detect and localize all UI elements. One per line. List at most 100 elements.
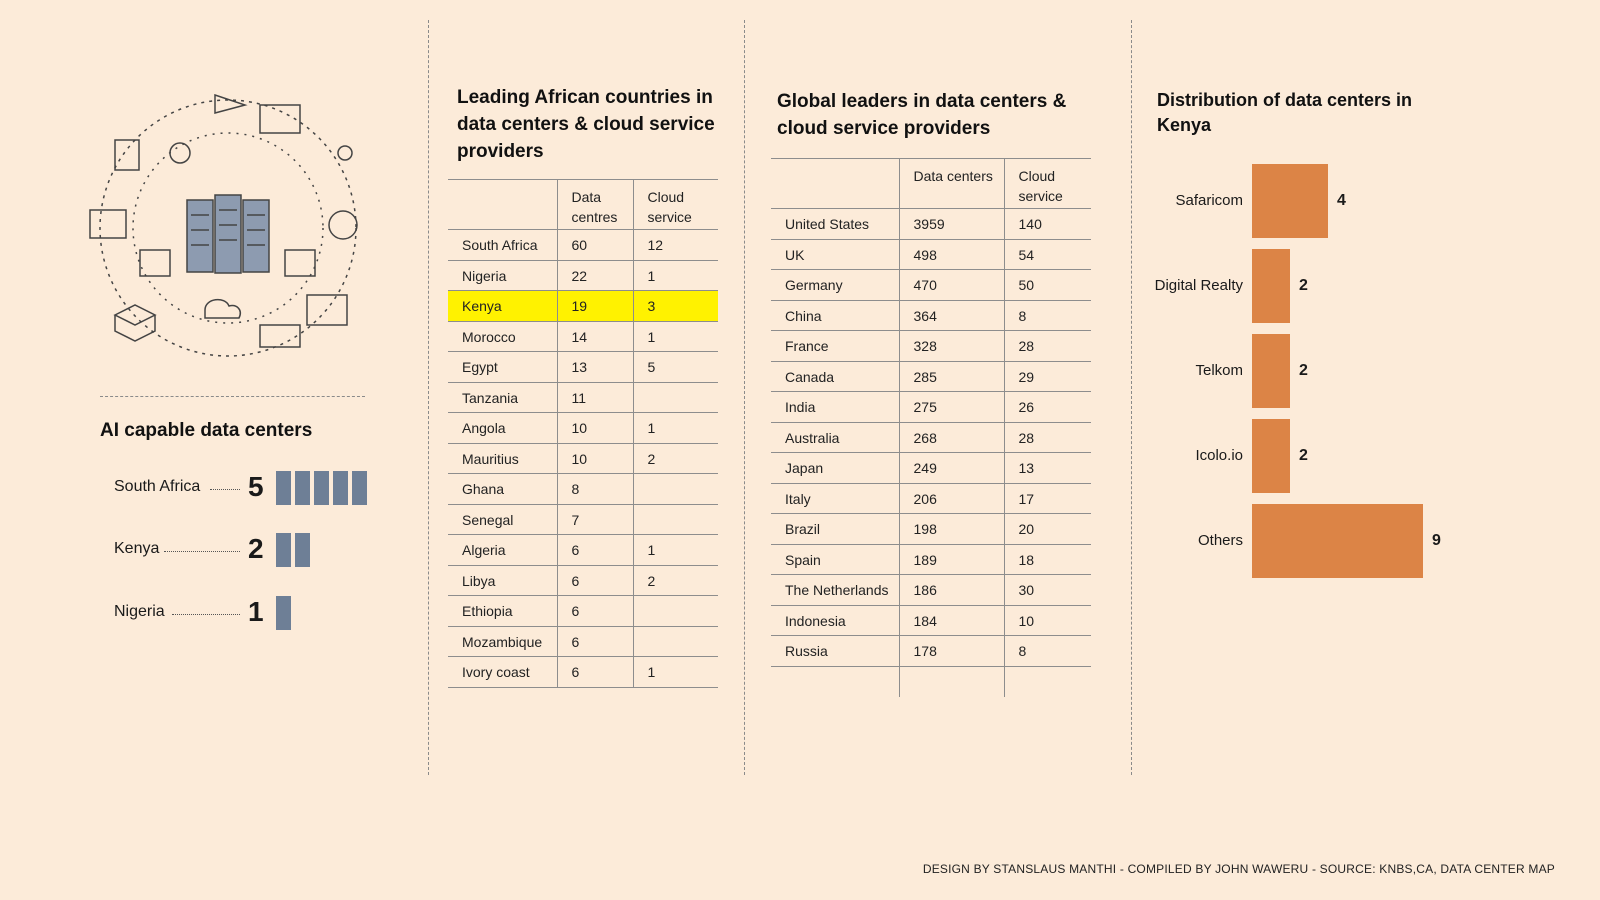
country-cell: Ivory coast (448, 656, 557, 688)
data-centers-cell: 11 (556, 382, 633, 413)
data-centers-cell: 14 (556, 321, 633, 352)
ai-unit-bar (295, 533, 310, 567)
country-cell: Nigeria (448, 260, 557, 291)
country-cell: China (771, 300, 899, 331)
bar (1252, 164, 1328, 238)
bar (1252, 419, 1290, 493)
ai-section-title: AI capable data centers (100, 420, 313, 441)
country-cell: Brazil (771, 513, 899, 545)
ai-count: 2 (248, 533, 264, 564)
country-cell: France (771, 330, 899, 362)
table-row: Kenya 19 3 (448, 290, 718, 322)
global-leaders-table: Data centers Cloud service United States 39… (771, 158, 1091, 697)
table-row: Japan 249 13 (771, 452, 1091, 484)
country-cell: Russia (771, 635, 899, 667)
cloud-service-cell: 26 (1003, 391, 1091, 423)
table-row: Mauritius 10 2 (448, 443, 718, 474)
bar-value-label: 2 (1299, 277, 1308, 294)
bar-value-label: 4 (1337, 192, 1346, 209)
ai-count: 5 (248, 471, 264, 502)
table-row: China 364 8 (771, 300, 1091, 331)
leader-line (164, 551, 240, 552)
cloud-service-cell: 3 (632, 290, 718, 322)
divider (100, 396, 365, 397)
country-cell: Japan (771, 452, 899, 484)
data-centers-cell: 198 (898, 513, 1004, 545)
cloud-service-cell (632, 504, 718, 535)
data-centers-cell: 10 (556, 443, 633, 474)
table-row: Ivory coast 6 1 (448, 656, 718, 688)
data-centers-cell: 6 (556, 595, 633, 627)
column-header (448, 179, 557, 230)
ai-unit-bar (276, 533, 291, 567)
cloud-service-cell: 54 (1003, 239, 1091, 270)
leader-line (210, 489, 240, 490)
african-table-title: Leading African countries in data center… (457, 87, 715, 162)
divider (744, 20, 745, 775)
data-centers-cell: 7 (556, 504, 633, 535)
cloud-service-cell (632, 473, 718, 505)
data-centers-cell: 22 (556, 260, 633, 291)
cloud-service-cell: 10 (1003, 605, 1091, 636)
country-cell: South Africa (448, 229, 557, 261)
data-centers-cell: 186 (898, 574, 1004, 606)
cloud-service-cell: 20 (1003, 513, 1091, 545)
table-row: Spain 189 18 (771, 544, 1091, 575)
global-table-title: Global leaders in data centers & cloud s… (777, 91, 1067, 139)
column-header: Cloud service (1003, 158, 1091, 209)
cloud-service-cell: 13 (1003, 452, 1091, 484)
cloud-service-cell: 17 (1003, 483, 1091, 514)
data-centers-cell: 13 (556, 351, 633, 383)
data-centers-cell: 249 (898, 452, 1004, 484)
cloud-service-cell: 18 (1003, 544, 1091, 575)
data-centers-cell: 8 (556, 473, 633, 505)
cloud-service-cell: 140 (1003, 208, 1091, 240)
cloud-service-cell: 8 (1003, 300, 1091, 331)
country-cell: Angola (448, 412, 557, 444)
cloud-service-cell (632, 382, 718, 413)
cloud-service-cell: 30 (1003, 574, 1091, 606)
ai-unit-bar (352, 471, 367, 505)
data-center-illustration-icon (89, 93, 358, 357)
country-cell: Mozambique (448, 626, 557, 657)
table-row: Brazil 198 20 (771, 513, 1091, 545)
cloud-service-cell: 5 (632, 351, 718, 383)
data-centers-cell: 184 (898, 605, 1004, 636)
country-cell: Mauritius (448, 443, 557, 474)
cloud-service-cell: 28 (1003, 422, 1091, 453)
bar-value-label: 2 (1299, 447, 1308, 464)
bar-category-label: Telkom (1195, 362, 1243, 379)
country-cell: Ghana (448, 473, 557, 505)
column-header: Data centers (898, 158, 1004, 209)
data-centers-cell: 285 (898, 361, 1004, 392)
country-cell: United States (771, 208, 899, 240)
table-row: Canada 285 29 (771, 361, 1091, 392)
column-header: Data centres (556, 179, 633, 230)
cloud-service-cell (632, 595, 718, 627)
cloud-service-cell: 1 (632, 321, 718, 352)
cloud-service-cell: 2 (632, 443, 718, 474)
cloud-service-cell: 1 (632, 412, 718, 444)
table-row: Libya 6 2 (448, 565, 718, 596)
table-row: Ethiopia 6 (448, 595, 718, 627)
ai-unit-bar (314, 471, 329, 505)
bar (1252, 249, 1290, 323)
divider (1131, 20, 1132, 775)
table-row: France 328 28 (771, 330, 1091, 362)
data-centers-cell: 3959 (898, 208, 1004, 240)
country-cell: Egypt (448, 351, 557, 383)
empty-row (771, 666, 1091, 697)
kenya-chart-title: Distribution of data centers in Kenya (1157, 90, 1413, 135)
cloud-service-cell: 29 (1003, 361, 1091, 392)
bar-value-label: 2 (1299, 362, 1308, 379)
table-row: Russia 178 8 (771, 635, 1091, 667)
footer-credits: DESIGN BY STANSLAUS MANTHI - COMPILED BY… (922, 862, 1555, 876)
table-row: Ghana 8 (448, 473, 718, 505)
country-cell: Tanzania (448, 382, 557, 413)
country-cell: India (771, 391, 899, 423)
country-cell: Kenya (448, 290, 557, 322)
table-row: Nigeria 22 1 (448, 260, 718, 291)
data-centers-cell: 6 (556, 656, 633, 688)
divider (428, 20, 429, 775)
data-centers-cell: 470 (898, 269, 1004, 301)
